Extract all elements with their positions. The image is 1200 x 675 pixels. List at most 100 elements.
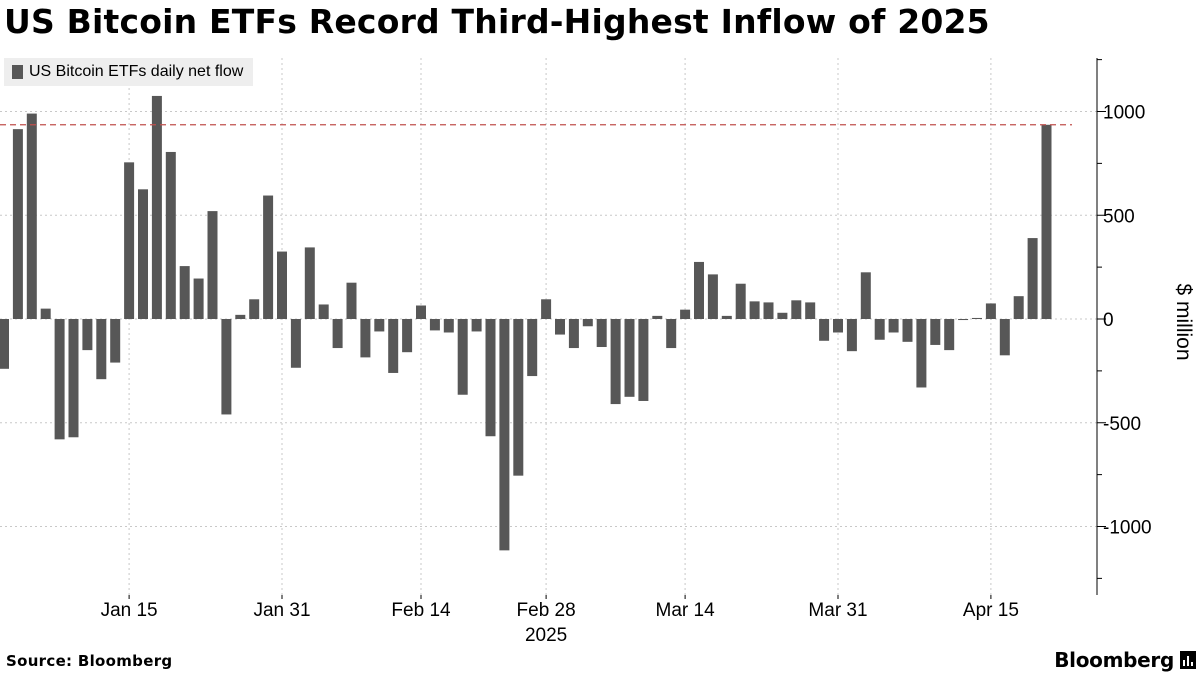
bar	[402, 319, 413, 353]
bar	[96, 319, 107, 380]
bar	[443, 319, 454, 333]
bar	[985, 303, 996, 319]
brand-logo: Bloomberg	[1054, 648, 1196, 672]
x-tick-label: Jan 31	[253, 600, 310, 621]
bar	[819, 319, 830, 341]
bar	[694, 261, 704, 319]
bar	[568, 319, 579, 349]
bar	[249, 299, 260, 319]
bar	[193, 278, 204, 319]
bar	[82, 319, 93, 351]
bar	[916, 319, 927, 388]
x-tick-label: Mar 14	[656, 600, 716, 621]
bar	[846, 319, 857, 352]
legend-label: US Bitcoin ETFs daily net flow	[29, 63, 244, 80]
bar	[833, 319, 843, 333]
bar	[429, 319, 440, 331]
chart-title: US Bitcoin ETFs Record Third-Highest Inf…	[4, 2, 990, 41]
bar	[791, 300, 802, 319]
x-tick-label: Apr 15	[963, 600, 1019, 621]
bar	[1027, 238, 1038, 319]
bar	[999, 319, 1010, 356]
bar	[346, 282, 357, 319]
x-tick-label: Jan 15	[101, 600, 158, 621]
bar	[388, 319, 399, 373]
bar	[54, 319, 65, 440]
bar	[360, 319, 371, 358]
bar	[374, 319, 385, 332]
bar	[263, 195, 274, 319]
bar	[165, 151, 176, 319]
bar	[874, 319, 885, 340]
x-tick-label: Feb 28	[517, 600, 576, 621]
bar	[124, 162, 135, 319]
x-tick-label: Feb 14	[391, 600, 451, 621]
bar	[527, 319, 538, 377]
bar	[0, 319, 9, 369]
bar	[972, 317, 982, 319]
bar	[485, 319, 496, 437]
bar	[638, 319, 649, 401]
y-tick-label: 1000	[1103, 103, 1145, 124]
x-tick-label: Mar 31	[808, 600, 867, 621]
bar	[304, 247, 315, 319]
bar	[416, 305, 426, 319]
bar	[749, 301, 760, 319]
bar	[541, 299, 552, 319]
bar	[471, 319, 482, 332]
y-tick-label: -500	[1103, 414, 1141, 435]
bar	[68, 319, 79, 438]
y-tick-label: 500	[1103, 206, 1135, 227]
bar	[610, 319, 621, 405]
bar	[958, 319, 969, 321]
bar	[777, 312, 788, 319]
bar	[888, 319, 899, 333]
y-axis	[1096, 58, 1106, 595]
bar	[1013, 296, 1024, 319]
bar	[110, 319, 121, 363]
y-tick-label: -1000	[1103, 518, 1152, 539]
bar	[221, 319, 232, 415]
x-year-label: 2025	[525, 625, 567, 646]
bar	[179, 266, 190, 319]
bar	[499, 319, 510, 551]
bar	[624, 319, 635, 397]
x-tick-labels: Jan 15 Jan 31 Feb 14 Feb 28 Mar 14 Mar 31 Apr …	[101, 595, 1019, 646]
bar	[944, 319, 955, 351]
bar	[860, 272, 871, 319]
source-note: Source: Bloomberg	[6, 652, 173, 670]
bar	[513, 319, 524, 476]
bar	[805, 302, 816, 319]
bar	[930, 319, 941, 345]
y-tick-label: 0	[1103, 310, 1114, 331]
bar	[207, 211, 218, 319]
bar	[902, 319, 913, 342]
y-tick-labels: 1000 500 0 -500 -1000	[1103, 103, 1152, 539]
bar	[582, 319, 593, 327]
bar	[235, 314, 246, 319]
bar	[12, 129, 23, 319]
bars-group	[0, 95, 1052, 551]
bar	[652, 315, 663, 319]
bar	[26, 113, 37, 319]
bar	[735, 283, 746, 319]
bar	[666, 319, 677, 349]
bar	[1041, 124, 1052, 319]
bar	[457, 319, 468, 395]
bar	[707, 274, 718, 319]
bar	[277, 251, 287, 319]
bar	[763, 302, 774, 319]
bar	[40, 308, 51, 319]
legend-swatch	[12, 65, 23, 79]
bar	[555, 319, 565, 335]
bar	[151, 95, 162, 319]
bar	[290, 319, 301, 368]
bar	[332, 319, 343, 349]
brand-name: Bloomberg	[1054, 648, 1174, 672]
legend: US Bitcoin ETFs daily net flow	[4, 58, 254, 86]
bar	[596, 319, 607, 348]
bar	[138, 189, 148, 319]
bar	[680, 309, 691, 319]
bar	[721, 315, 732, 319]
